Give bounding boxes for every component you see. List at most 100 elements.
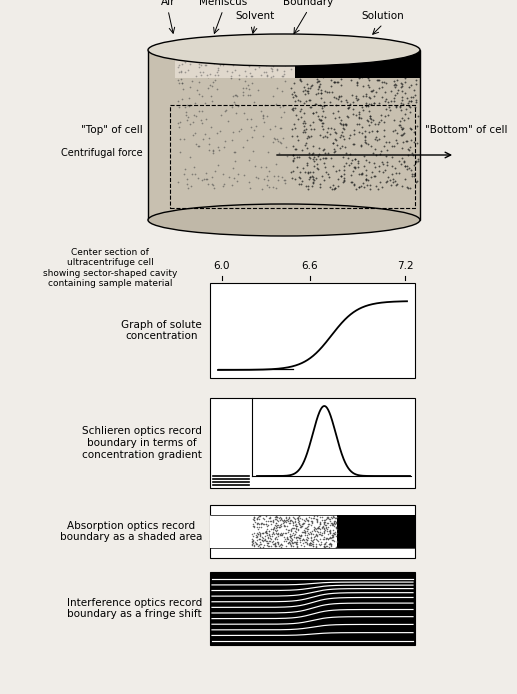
Point — [320, 516, 328, 527]
Point — [354, 50, 362, 61]
Point — [260, 514, 268, 525]
Point — [280, 514, 288, 525]
Point — [220, 142, 229, 153]
Point — [331, 61, 340, 72]
Point — [206, 80, 215, 91]
Point — [391, 80, 400, 91]
Point — [346, 148, 355, 159]
Point — [319, 145, 327, 156]
Point — [293, 56, 301, 67]
Point — [345, 53, 353, 65]
Point — [279, 70, 287, 81]
Point — [409, 150, 417, 161]
Point — [325, 539, 333, 550]
Point — [333, 67, 342, 78]
Point — [276, 530, 284, 541]
Point — [233, 175, 241, 186]
Point — [262, 518, 270, 529]
Point — [352, 92, 360, 103]
Point — [339, 130, 347, 142]
Point — [319, 117, 327, 128]
Point — [322, 521, 330, 532]
Text: Solution: Solution — [361, 11, 404, 21]
Point — [345, 67, 353, 78]
Point — [362, 174, 370, 185]
Point — [277, 48, 285, 59]
Point — [330, 528, 339, 539]
Point — [303, 532, 311, 543]
Point — [252, 121, 260, 132]
Point — [362, 56, 370, 67]
Point — [309, 541, 317, 552]
Point — [412, 155, 420, 167]
Point — [252, 529, 261, 540]
Point — [221, 136, 229, 147]
Point — [286, 516, 294, 527]
Point — [306, 174, 314, 185]
Point — [323, 87, 331, 98]
Point — [334, 164, 343, 175]
Point — [238, 54, 246, 65]
Point — [275, 521, 283, 532]
Point — [276, 123, 284, 134]
Point — [275, 53, 283, 64]
Point — [185, 92, 193, 103]
Point — [216, 65, 224, 76]
Point — [351, 162, 359, 174]
Point — [337, 79, 345, 90]
Point — [364, 119, 373, 130]
Point — [282, 151, 291, 162]
Point — [313, 522, 321, 533]
Point — [392, 100, 400, 111]
Point — [258, 130, 267, 142]
Point — [300, 540, 308, 551]
Point — [398, 94, 406, 105]
Point — [208, 171, 217, 183]
Point — [395, 65, 403, 76]
Point — [398, 152, 406, 163]
Point — [310, 513, 318, 524]
Point — [297, 67, 305, 78]
Point — [378, 81, 387, 92]
Point — [266, 513, 274, 524]
Point — [270, 523, 279, 534]
Point — [274, 136, 282, 147]
Point — [360, 151, 369, 162]
Point — [272, 517, 280, 528]
Point — [369, 85, 377, 96]
Point — [292, 532, 300, 543]
Point — [278, 514, 286, 525]
Point — [237, 123, 245, 134]
Point — [278, 70, 286, 81]
Point — [330, 67, 338, 78]
Point — [405, 101, 414, 112]
Point — [304, 86, 312, 97]
Point — [254, 512, 262, 523]
Point — [277, 522, 285, 533]
Point — [302, 66, 310, 77]
Point — [388, 51, 397, 62]
Point — [302, 515, 311, 526]
Point — [259, 112, 267, 124]
Point — [361, 164, 370, 176]
Point — [396, 116, 404, 127]
Point — [381, 96, 389, 107]
Text: Absorption optics record
boundary as a shaded area: Absorption optics record boundary as a s… — [59, 520, 202, 542]
Point — [392, 178, 401, 189]
Point — [271, 541, 279, 552]
Point — [406, 142, 414, 153]
Point — [412, 78, 420, 90]
Point — [214, 69, 222, 80]
Point — [319, 124, 327, 135]
Point — [314, 149, 323, 160]
Point — [336, 117, 344, 128]
Point — [207, 121, 215, 133]
Point — [267, 518, 275, 529]
Point — [315, 522, 324, 533]
Point — [220, 105, 229, 117]
Point — [256, 541, 265, 552]
Point — [240, 169, 249, 180]
Point — [323, 511, 331, 523]
Point — [387, 85, 396, 96]
Bar — [252, 515, 337, 548]
